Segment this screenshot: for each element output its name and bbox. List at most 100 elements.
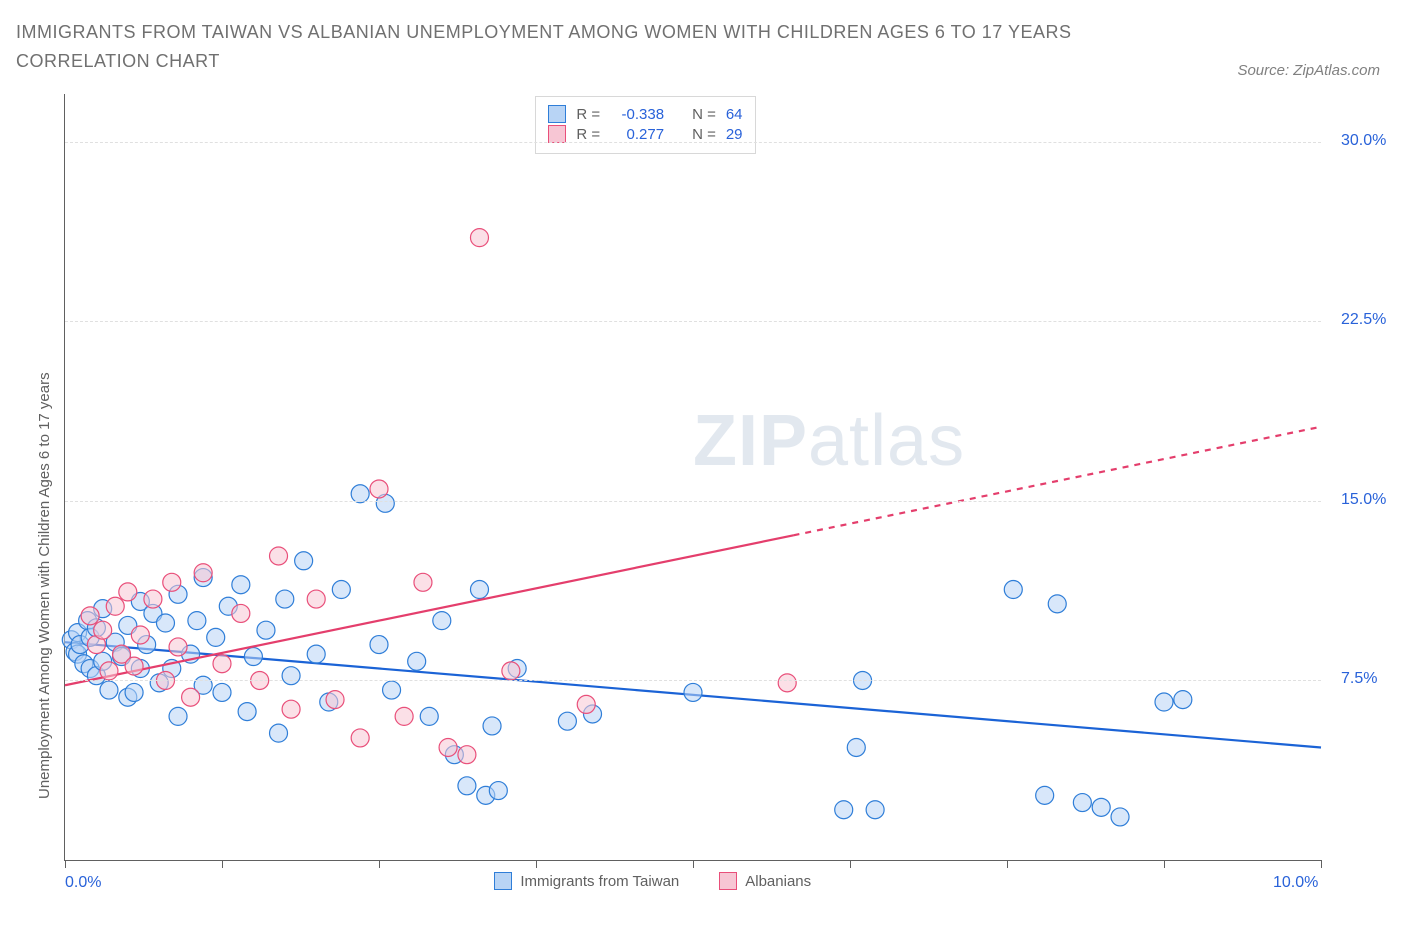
- data-point: [282, 667, 300, 685]
- data-point: [489, 782, 507, 800]
- data-point: [81, 607, 99, 625]
- x-tick: [1164, 860, 1165, 868]
- data-point: [1092, 798, 1110, 816]
- data-point: [213, 683, 231, 701]
- gridline: [65, 501, 1321, 502]
- series-legend: Immigrants from Taiwan Albanians: [494, 872, 811, 890]
- data-point: [370, 636, 388, 654]
- data-point: [156, 614, 174, 632]
- data-point: [276, 590, 294, 608]
- legend-row: R = 0.277 N = 29: [548, 125, 742, 143]
- plot-area: ZIPatlas R =-0.338N =64R =0.277N =29 7.5…: [64, 94, 1321, 861]
- regression-line-extrapolated: [793, 427, 1321, 536]
- data-point: [282, 700, 300, 718]
- correlation-legend: R = -0.338 N = 64 R = 0.277 N = 29: [535, 96, 755, 154]
- data-point: [307, 645, 325, 663]
- data-point: [194, 564, 212, 582]
- data-point: [414, 573, 432, 591]
- data-point: [470, 581, 488, 599]
- gridline: [65, 680, 1321, 681]
- gridline: [65, 321, 1321, 322]
- data-point: [244, 648, 262, 666]
- data-point: [684, 683, 702, 701]
- legend-n-value: 64: [726, 106, 743, 123]
- regression-line: [65, 535, 793, 685]
- data-point: [232, 604, 250, 622]
- series-legend-label: Immigrants from Taiwan: [520, 873, 679, 890]
- plot-svg: [65, 94, 1321, 860]
- data-point: [351, 729, 369, 747]
- data-point: [433, 612, 451, 630]
- data-point: [835, 801, 853, 819]
- data-point: [94, 621, 112, 639]
- data-point: [577, 695, 595, 713]
- x-tick-label: 10.0%: [1273, 874, 1318, 892]
- chart-title: IMMIGRANTS FROM TAIWAN VS ALBANIAN UNEMP…: [16, 18, 1176, 76]
- y-tick-label: 22.5%: [1341, 311, 1386, 329]
- data-point: [169, 638, 187, 656]
- data-point: [778, 674, 796, 692]
- series-legend-item: Albanians: [719, 872, 811, 890]
- legend-n-value: 29: [726, 126, 743, 143]
- legend-n-label: N =: [692, 126, 716, 143]
- data-point: [847, 738, 865, 756]
- data-point: [1111, 808, 1129, 826]
- x-tick: [1321, 860, 1322, 868]
- data-point: [106, 597, 124, 615]
- data-point: [207, 628, 225, 646]
- data-point: [1073, 794, 1091, 812]
- legend-swatch: [548, 105, 566, 123]
- data-point: [125, 657, 143, 675]
- data-point: [1155, 693, 1173, 711]
- data-point: [238, 703, 256, 721]
- series-legend-item: Immigrants from Taiwan: [494, 872, 679, 890]
- data-point: [458, 746, 476, 764]
- data-point: [420, 707, 438, 725]
- data-point: [1174, 691, 1192, 709]
- source-attribution: Source: ZipAtlas.com: [1237, 62, 1380, 79]
- legend-swatch: [494, 872, 512, 890]
- legend-r-value: 0.277: [610, 126, 664, 143]
- data-point: [1036, 786, 1054, 804]
- data-point: [144, 590, 162, 608]
- data-point: [163, 573, 181, 591]
- data-point: [100, 662, 118, 680]
- data-point: [270, 724, 288, 742]
- x-tick: [1007, 860, 1008, 868]
- legend-swatch: [719, 872, 737, 890]
- y-tick-label: 30.0%: [1341, 132, 1386, 150]
- data-point: [458, 777, 476, 795]
- data-point: [332, 581, 350, 599]
- data-point: [326, 691, 344, 709]
- data-point: [188, 612, 206, 630]
- data-point: [257, 621, 275, 639]
- legend-row: R = -0.338 N = 64: [548, 105, 742, 123]
- x-tick: [379, 860, 380, 868]
- legend-swatch: [548, 125, 566, 143]
- gridline: [65, 142, 1321, 143]
- data-point: [383, 681, 401, 699]
- x-tick: [850, 860, 851, 868]
- data-point: [558, 712, 576, 730]
- data-point: [1004, 581, 1022, 599]
- data-point: [1048, 595, 1066, 613]
- data-point: [100, 681, 118, 699]
- data-point: [125, 683, 143, 701]
- data-point: [182, 688, 200, 706]
- series-legend-label: Albanians: [745, 873, 811, 890]
- data-point: [370, 480, 388, 498]
- data-point: [470, 229, 488, 247]
- y-tick-label: 7.5%: [1341, 670, 1377, 688]
- y-axis-title: Unemployment Among Women with Children A…: [36, 372, 53, 799]
- x-tick: [222, 860, 223, 868]
- data-point: [408, 652, 426, 670]
- x-tick-label: 0.0%: [65, 874, 101, 892]
- x-tick: [536, 860, 537, 868]
- legend-r-value: -0.338: [610, 106, 664, 123]
- data-point: [866, 801, 884, 819]
- legend-r-label: R =: [576, 126, 600, 143]
- x-tick: [65, 860, 66, 868]
- data-point: [483, 717, 501, 735]
- legend-n-label: N =: [692, 106, 716, 123]
- legend-r-label: R =: [576, 106, 600, 123]
